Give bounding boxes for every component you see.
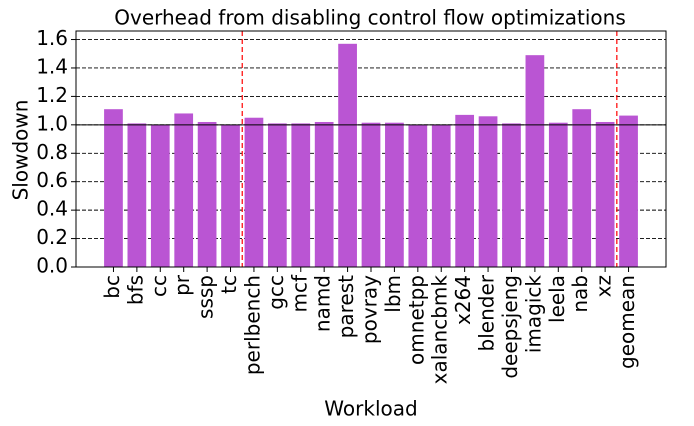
x-tick-label: x264	[451, 275, 475, 325]
x-tick-label: pr	[170, 274, 194, 296]
x-tick-label: xz	[592, 275, 616, 297]
bar	[291, 123, 311, 267]
plot-frame	[75, 30, 667, 268]
y-tick-label: 0.2	[36, 225, 68, 249]
x-tick-label: omnetpp	[404, 275, 428, 365]
bar	[174, 113, 194, 268]
bar	[267, 123, 287, 267]
x-tick-label: xalancbmk	[428, 275, 452, 385]
x-tick-label: leela	[545, 275, 569, 323]
y-tick-label: 0.4	[36, 197, 68, 221]
bar	[338, 43, 357, 267]
bar	[127, 123, 147, 267]
bar	[314, 121, 334, 268]
x-tick-label: imagick	[521, 275, 545, 354]
bar	[455, 114, 475, 267]
x-tick-label: cc	[147, 275, 171, 297]
bar	[408, 124, 428, 267]
x-tick-label: sssp	[194, 275, 218, 319]
y-tick-label: 0.0	[36, 254, 68, 278]
x-axis-label: Workload	[324, 397, 417, 421]
bar	[525, 55, 545, 268]
bar	[361, 122, 381, 267]
bar	[104, 109, 123, 267]
y-tick-label: 0.8	[36, 140, 68, 164]
x-tick-label: perlbench	[240, 275, 264, 375]
y-tick-label: 1.2	[36, 83, 68, 107]
y-axis-label: Slowdown	[9, 100, 33, 201]
bar	[478, 116, 498, 267]
bar	[548, 122, 568, 267]
bar	[244, 117, 264, 267]
x-tick-label: bc	[100, 275, 124, 299]
bar	[431, 124, 451, 267]
bar	[150, 124, 170, 267]
x-tick-label: deepsjeng	[498, 275, 522, 379]
bar	[385, 122, 404, 267]
x-tick-label: tc	[217, 275, 241, 294]
y-tick-label: 1.0	[36, 111, 68, 135]
x-tick-label: lbm	[381, 275, 405, 313]
x-tick-label: povray	[358, 275, 382, 344]
y-tick-label: 1.6	[36, 26, 68, 50]
chart-title: Overhead from disabling control flow opt…	[114, 6, 626, 30]
x-tick-label: nab	[568, 275, 592, 313]
bar	[197, 121, 217, 268]
y-tick-label: 0.6	[36, 168, 68, 192]
y-tick-label: 1.4	[36, 54, 68, 78]
x-tick-label: geomean	[615, 275, 639, 369]
x-tick-label: blender	[475, 274, 499, 351]
x-tick-label: parest	[334, 275, 358, 338]
bar	[502, 123, 521, 267]
bar	[619, 115, 638, 267]
x-tick-label: namd	[311, 275, 335, 332]
x-tick-label: bfs	[123, 275, 147, 305]
bar	[221, 124, 240, 267]
x-tick-label: mcf	[287, 274, 311, 312]
bar	[572, 109, 592, 267]
x-tick-label: gcc	[264, 275, 288, 310]
bar	[595, 121, 615, 268]
